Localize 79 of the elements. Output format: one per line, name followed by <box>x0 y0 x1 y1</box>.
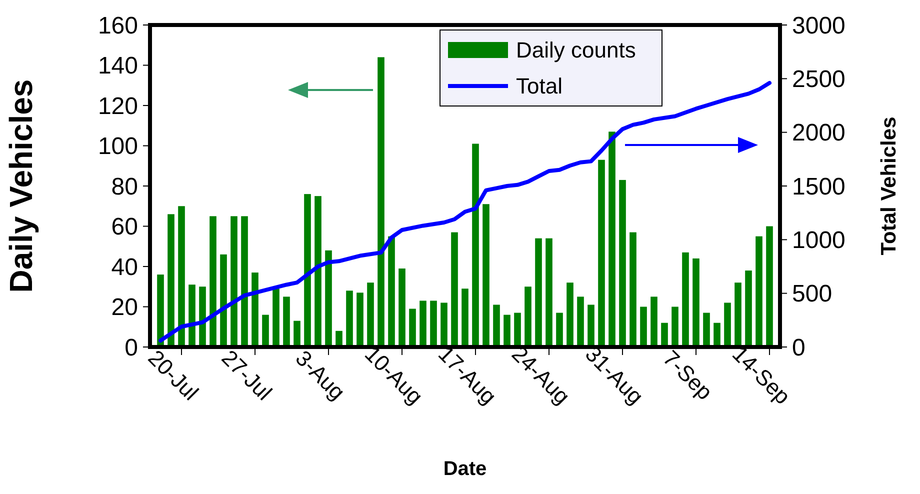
y-tick-label: 100 <box>98 133 138 160</box>
bar <box>356 292 364 347</box>
bar <box>178 206 185 347</box>
bar <box>188 284 196 347</box>
bar <box>608 132 616 347</box>
bar <box>252 272 258 347</box>
bar <box>745 270 752 347</box>
bar <box>619 180 626 347</box>
bar <box>241 216 248 347</box>
bar <box>661 322 668 347</box>
bar <box>482 204 490 347</box>
bar <box>504 314 510 347</box>
bar <box>630 232 636 347</box>
legend-label: Daily counts <box>516 38 636 63</box>
bar <box>756 236 762 347</box>
y-tick-label: 60 <box>111 214 138 241</box>
y-tick-label: 120 <box>98 92 138 120</box>
bar <box>577 296 584 347</box>
bar <box>535 238 542 347</box>
bar <box>314 196 322 347</box>
bar <box>650 296 658 347</box>
bar <box>462 288 468 347</box>
bar <box>566 282 574 347</box>
y-tick-label: 80 <box>111 173 138 200</box>
bar <box>272 288 280 347</box>
bar <box>640 306 647 347</box>
y-tick-label: 140 <box>98 52 138 80</box>
bar <box>440 302 448 347</box>
bar <box>210 216 216 347</box>
bar <box>766 226 773 347</box>
bar <box>168 214 174 347</box>
bar <box>682 252 689 347</box>
bar <box>703 312 710 347</box>
bar <box>598 160 605 347</box>
legend-label: Total <box>516 74 562 99</box>
bar <box>714 322 720 347</box>
bar <box>514 312 521 347</box>
bar <box>420 300 426 347</box>
bar <box>367 282 374 347</box>
bar <box>734 282 742 347</box>
y2-tick-label: 1500 <box>792 173 846 200</box>
y2-tick-label: 500 <box>792 280 832 308</box>
y2-tick-label: 3000 <box>792 12 846 40</box>
x-axis-title: Date <box>443 458 487 480</box>
y-tick-label: 20 <box>111 294 138 322</box>
bar <box>283 296 290 347</box>
bar <box>724 302 731 347</box>
bar <box>546 238 552 347</box>
bar <box>220 254 227 347</box>
y-axis-title: Daily Vehicles <box>3 79 39 293</box>
bar <box>493 304 500 347</box>
bar <box>524 286 532 347</box>
bar <box>588 304 594 347</box>
bar <box>409 308 416 347</box>
y2-axis-title: Total Vehicles <box>877 116 900 256</box>
y-tick-label: 40 <box>111 254 138 281</box>
bar <box>294 320 300 347</box>
bar <box>199 286 206 347</box>
bar <box>451 232 458 347</box>
bar <box>304 194 311 347</box>
bar <box>556 312 563 347</box>
y2-tick-label: 1000 <box>792 227 846 254</box>
bar <box>430 300 437 347</box>
bar <box>230 216 238 347</box>
bar <box>388 236 395 347</box>
bar <box>346 290 353 347</box>
bar <box>472 144 479 347</box>
bar <box>157 274 164 347</box>
y-tick-label: 0 <box>124 334 138 362</box>
y-tick-label: 160 <box>98 12 138 40</box>
bar <box>692 258 700 347</box>
bar <box>378 57 384 347</box>
y2-tick-label: 2500 <box>792 66 846 94</box>
y2-tick-label: 0 <box>792 334 806 362</box>
bar <box>672 306 678 347</box>
bar <box>398 268 406 347</box>
bar <box>325 250 332 347</box>
y2-tick-label: 2000 <box>792 120 846 147</box>
bar <box>262 314 269 347</box>
